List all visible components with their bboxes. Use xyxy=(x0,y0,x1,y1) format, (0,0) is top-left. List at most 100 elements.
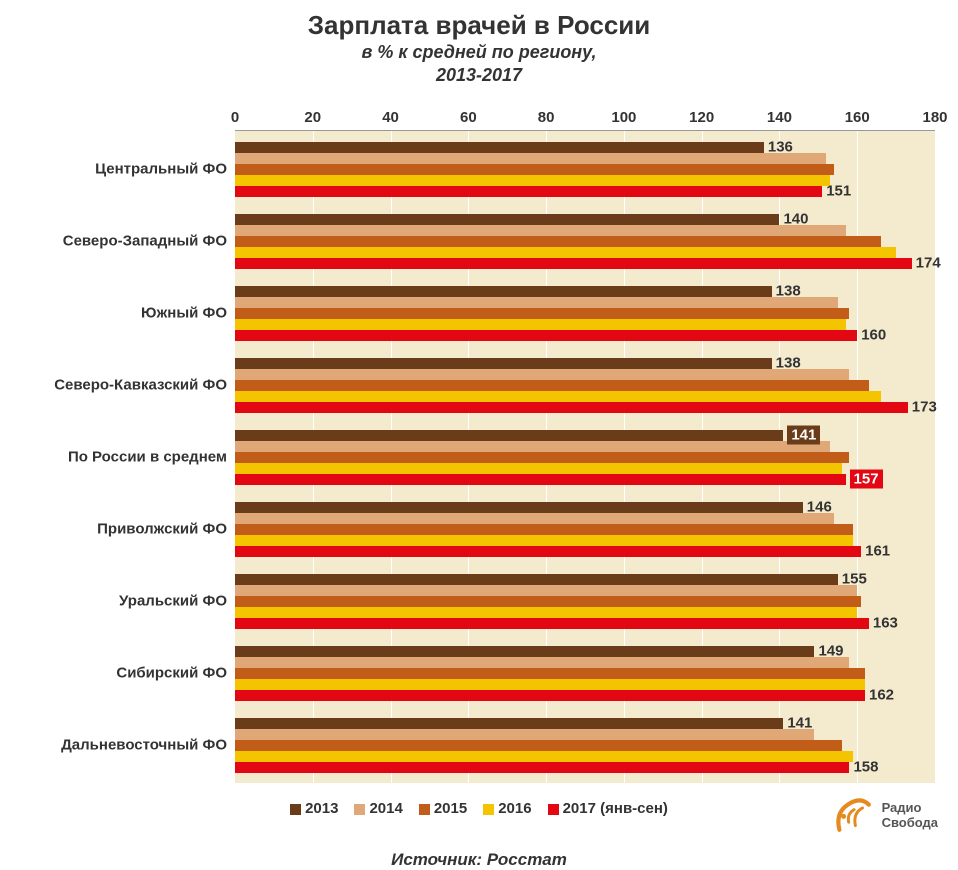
legend-label: 2013 xyxy=(305,800,338,817)
bar xyxy=(235,402,908,413)
legend: 20132014201520162017 (янв-сен) xyxy=(0,790,958,817)
value-label: 138 xyxy=(776,283,801,300)
bar xyxy=(235,546,861,557)
bar xyxy=(235,657,849,668)
legend-item: 2017 (янв-сен) xyxy=(548,800,668,817)
subtitle-line2: 2013-2017 xyxy=(436,65,522,85)
bar xyxy=(235,286,772,297)
bar xyxy=(235,319,846,330)
value-label: 158 xyxy=(853,759,878,776)
logo: Радио Свобода xyxy=(831,792,938,839)
bar xyxy=(235,513,834,524)
bar xyxy=(235,535,853,546)
bar xyxy=(235,330,857,341)
x-tick: 0 xyxy=(231,109,239,126)
bar xyxy=(235,474,846,485)
bar-group: Южный ФО138160 xyxy=(235,279,935,347)
bar xyxy=(235,380,869,391)
legend-swatch xyxy=(290,804,301,815)
bar xyxy=(235,463,842,474)
bar-group: Северо-Западный ФО140174 xyxy=(235,207,935,275)
bar xyxy=(235,186,822,197)
category-label: Дальневосточный ФО xyxy=(61,737,235,754)
legend-swatch xyxy=(419,804,430,815)
bar xyxy=(235,164,834,175)
bar xyxy=(235,441,830,452)
value-label: 157 xyxy=(850,470,883,489)
x-tick: 100 xyxy=(611,109,636,126)
bar xyxy=(235,751,853,762)
bar xyxy=(235,729,814,740)
legend-swatch xyxy=(354,804,365,815)
legend-label: 2014 xyxy=(369,800,402,817)
bar xyxy=(235,358,772,369)
bar xyxy=(235,718,783,729)
legend-swatch xyxy=(548,804,559,815)
gridline xyxy=(935,131,936,783)
category-label: Приволжский ФО xyxy=(97,521,235,538)
x-tick: 160 xyxy=(845,109,870,126)
bar-group: По России в среднем141157 xyxy=(235,423,935,491)
value-label: 155 xyxy=(842,571,867,588)
category-label: Северо-Кавказский ФО xyxy=(54,377,235,394)
category-label: Северо-Западный ФО xyxy=(63,233,235,250)
bar xyxy=(235,452,849,463)
bar xyxy=(235,175,830,186)
bar xyxy=(235,369,849,380)
bar xyxy=(235,679,865,690)
bar xyxy=(235,236,881,247)
value-label: 151 xyxy=(826,183,851,200)
value-label: 141 xyxy=(787,715,812,732)
chart-subtitle: в % к средней по региону, 2013-2017 xyxy=(0,41,958,88)
bar xyxy=(235,247,896,258)
category-label: Центральный ФО xyxy=(95,161,235,178)
chart-container: Зарплата врачей в России в % к средней п… xyxy=(0,0,958,859)
value-label: 138 xyxy=(776,355,801,372)
bar xyxy=(235,153,826,164)
bar xyxy=(235,142,764,153)
value-label: 161 xyxy=(865,543,890,560)
bar xyxy=(235,596,861,607)
bar xyxy=(235,618,869,629)
legend-swatch xyxy=(483,804,494,815)
bar xyxy=(235,690,865,701)
x-axis: 020406080100120140160180 xyxy=(235,109,935,131)
bar xyxy=(235,668,865,679)
bar xyxy=(235,574,838,585)
category-label: Уральский ФО xyxy=(119,593,235,610)
bar-group: Уральский ФО155163 xyxy=(235,567,935,635)
bar xyxy=(235,297,838,308)
value-label: 149 xyxy=(818,643,843,660)
value-label: 146 xyxy=(807,499,832,516)
chart-title: Зарплата врачей в России xyxy=(0,0,958,41)
source-text: Источник: Росстат xyxy=(0,830,958,870)
x-tick: 180 xyxy=(922,109,947,126)
legend-label: 2017 (янв-сен) xyxy=(563,800,668,817)
category-label: Сибирский ФО xyxy=(116,665,235,682)
bar xyxy=(235,762,849,773)
value-label: 140 xyxy=(783,211,808,228)
value-label: 162 xyxy=(869,687,894,704)
bar xyxy=(235,214,779,225)
value-label: 173 xyxy=(912,399,937,416)
bar-group: Сибирский ФО149162 xyxy=(235,639,935,707)
legend-item: 2014 xyxy=(354,800,402,817)
bar-group: Центральный ФО136151 xyxy=(235,135,935,203)
x-tick: 140 xyxy=(767,109,792,126)
x-tick: 20 xyxy=(304,109,321,126)
value-label: 163 xyxy=(873,615,898,632)
bar xyxy=(235,646,814,657)
bar xyxy=(235,607,857,618)
value-label: 136 xyxy=(768,139,793,156)
value-label: 141 xyxy=(787,426,820,445)
bar xyxy=(235,502,803,513)
subtitle-line1: в % к средней по региону, xyxy=(361,42,596,62)
bar xyxy=(235,524,853,535)
bar xyxy=(235,308,849,319)
legend-item: 2015 xyxy=(419,800,467,817)
category-label: По России в среднем xyxy=(68,449,235,466)
bar-group: Северо-Кавказский ФО138173 xyxy=(235,351,935,419)
bar-group: Приволжский ФО146161 xyxy=(235,495,935,563)
bar xyxy=(235,225,846,236)
category-label: Южный ФО xyxy=(141,305,235,322)
